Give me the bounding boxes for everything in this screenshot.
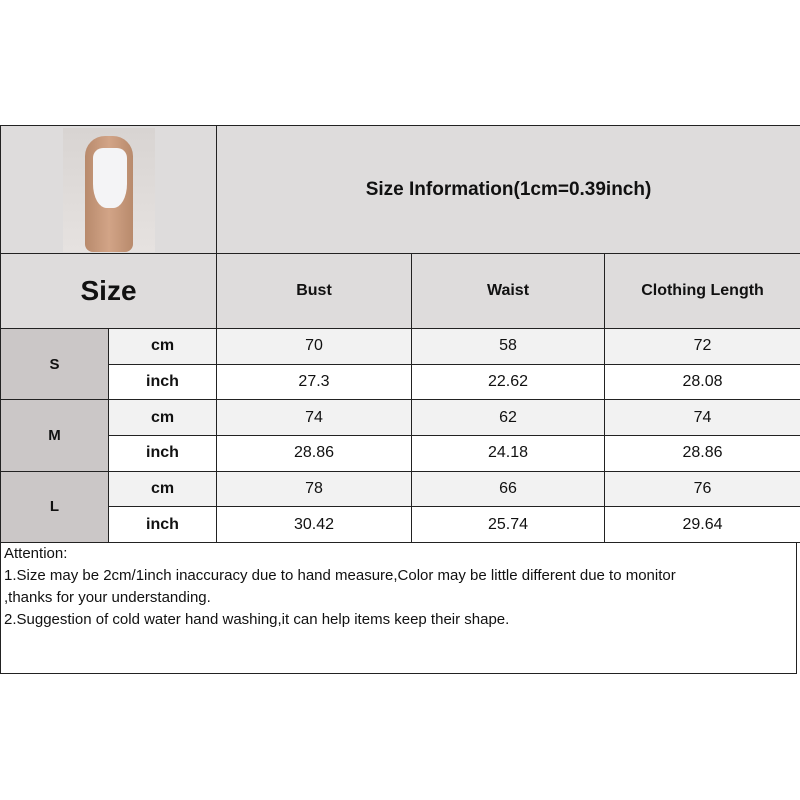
value-cell: 62 xyxy=(411,399,605,437)
attention-line: ,thanks for your understanding. xyxy=(4,589,211,606)
value-cell: 70 xyxy=(216,328,412,365)
column-header-bust: Bust xyxy=(216,253,412,329)
size-cell: M xyxy=(0,399,109,472)
value-cell: 24.18 xyxy=(411,435,605,472)
value-cell: 30.42 xyxy=(216,506,412,544)
value-cell: 76 xyxy=(603,470,800,508)
attention-heading: Attention: xyxy=(4,545,68,562)
table-row: inch 27.3 22.62 28.08 xyxy=(1,363,800,401)
unit-cell: inch xyxy=(108,435,217,472)
size-chart-table: Size Information(1cm=0.39inch) Size Bust… xyxy=(0,125,800,544)
value-cell: 28.86 xyxy=(603,435,800,472)
table-row: inch 28.86 24.18 28.86 xyxy=(1,435,800,472)
unit-cell: cm xyxy=(108,399,217,437)
attention-notes: Attention: 1.Size may be 2cm/1inch inacc… xyxy=(0,543,797,674)
size-header: Size xyxy=(0,253,217,329)
value-cell: 29.64 xyxy=(603,506,800,544)
value-cell: 74 xyxy=(603,399,800,437)
value-cell: 25.74 xyxy=(411,506,605,544)
value-cell: 27.3 xyxy=(216,363,412,401)
attention-line: 2.Suggestion of cold water hand washing,… xyxy=(4,611,510,628)
value-cell: 72 xyxy=(603,328,800,365)
size-cell: S xyxy=(0,327,109,401)
column-header-waist: Waist xyxy=(411,253,605,329)
table-row: inch 30.42 25.74 29.64 xyxy=(1,506,800,544)
attention-line: 1.Size may be 2cm/1inch inaccuracy due t… xyxy=(4,567,676,584)
value-cell: 78 xyxy=(216,470,412,508)
column-header-length: Clothing Length xyxy=(603,253,800,329)
product-image-cell xyxy=(0,125,217,254)
unit-cell: cm xyxy=(108,470,217,508)
unit-cell: inch xyxy=(108,506,217,544)
value-cell: 22.62 xyxy=(411,363,605,401)
value-cell: 58 xyxy=(411,328,605,365)
size-cell: L xyxy=(0,470,109,544)
unit-cell: cm xyxy=(108,328,217,365)
value-cell: 28.08 xyxy=(603,363,800,401)
value-cell: 28.86 xyxy=(216,435,412,472)
product-image xyxy=(62,127,155,252)
value-cell: 66 xyxy=(411,470,605,508)
unit-cell: inch xyxy=(108,363,217,401)
value-cell: 74 xyxy=(216,399,412,437)
chart-title: Size Information(1cm=0.39inch) xyxy=(215,125,800,254)
